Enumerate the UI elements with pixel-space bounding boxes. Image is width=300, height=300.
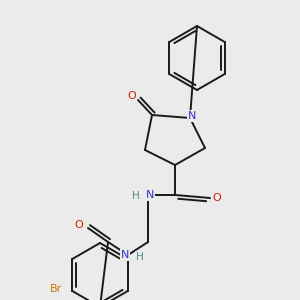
- Text: N: N: [146, 190, 154, 200]
- Text: H: H: [136, 252, 144, 262]
- Text: N: N: [121, 250, 129, 260]
- Text: O: O: [213, 193, 221, 203]
- Text: O: O: [75, 220, 83, 230]
- Text: Br: Br: [50, 284, 62, 294]
- Text: N: N: [188, 111, 196, 121]
- Text: H: H: [132, 191, 140, 201]
- Text: O: O: [128, 91, 136, 101]
